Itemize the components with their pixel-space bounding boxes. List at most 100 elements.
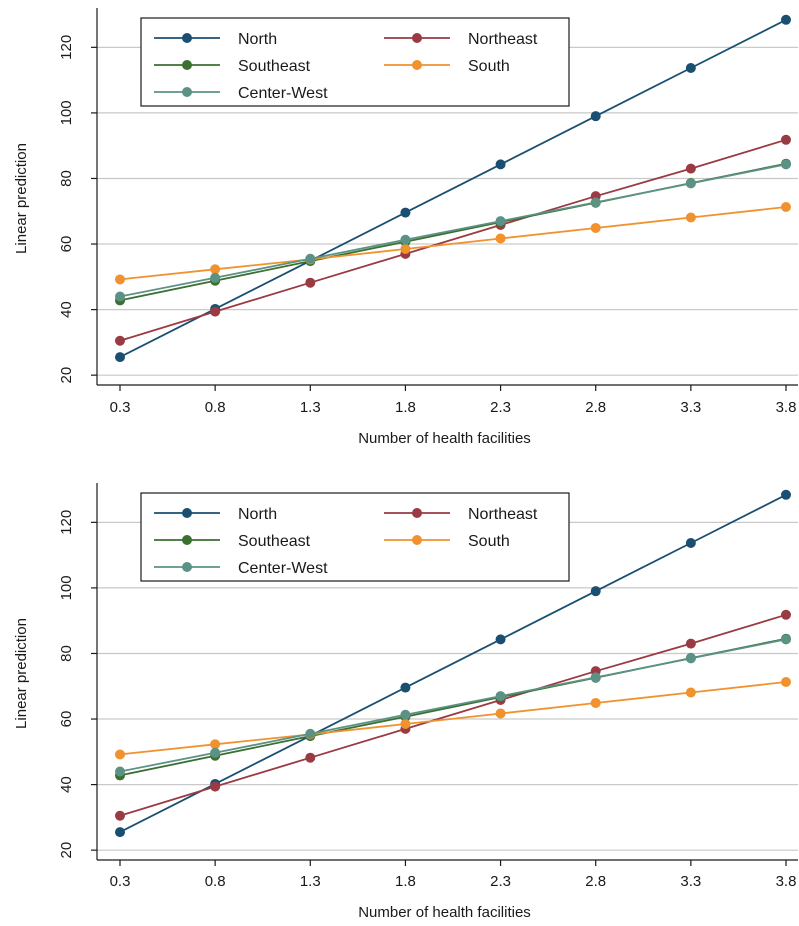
x-tick-label: 1.8 xyxy=(395,873,416,890)
x-tick-label: 2.3 xyxy=(490,873,511,890)
data-point xyxy=(400,718,411,729)
legend: North Northeast Southeast South Center-West xyxy=(140,17,570,107)
legend-item: Northeast xyxy=(384,506,538,523)
x-tick-label: 0.3 xyxy=(110,399,131,416)
data-point xyxy=(685,687,696,698)
series-center-west xyxy=(115,634,791,777)
x-tick-label: 3.3 xyxy=(680,399,701,416)
data-point xyxy=(685,537,696,548)
legend-marker xyxy=(182,535,192,545)
chart-panel-1: 20 40 60 80 100 120 0.3 0.8 1.3 1.8 2.3 2.8 3.3 3.8 Nu… xyxy=(13,8,798,447)
y-tick-label: 120 xyxy=(58,510,75,535)
data-point xyxy=(685,62,696,73)
legend-label: Southeast xyxy=(238,533,311,550)
series-center-west xyxy=(115,159,791,302)
data-point xyxy=(685,653,696,664)
legend-marker xyxy=(412,33,422,43)
y-tick-label: 20 xyxy=(58,842,75,859)
legend-label: South xyxy=(468,58,510,75)
x-tick-label: 0.3 xyxy=(110,873,131,890)
data-point xyxy=(305,253,316,264)
legend-item: Northeast xyxy=(384,31,538,48)
y-axis-title: Linear prediction xyxy=(13,618,30,729)
series-line xyxy=(119,18,787,358)
legend-marker xyxy=(182,508,192,518)
x-tick-label: 2.3 xyxy=(490,399,511,416)
data-point xyxy=(115,810,125,821)
data-point xyxy=(685,163,696,174)
legend-label: Center-West xyxy=(238,560,328,577)
x-tick-label: 1.8 xyxy=(395,399,416,416)
data-point xyxy=(781,201,791,212)
data-point xyxy=(590,672,601,683)
data-point xyxy=(115,291,125,302)
series-line xyxy=(119,163,787,298)
series-north xyxy=(115,489,791,838)
data-point xyxy=(115,749,125,760)
y-tick-label: 60 xyxy=(58,236,75,253)
data-point xyxy=(305,277,316,288)
x-tick-label: 3.3 xyxy=(680,873,701,890)
y-tick-label: 100 xyxy=(58,575,75,600)
data-point xyxy=(685,178,696,189)
legend-item: Center-West xyxy=(154,85,328,102)
legend-item: Center-West xyxy=(154,560,328,577)
series-south xyxy=(115,676,791,760)
y-tick-label: 60 xyxy=(58,711,75,728)
data-point xyxy=(495,634,506,645)
series-line xyxy=(119,138,787,342)
data-point xyxy=(210,264,221,275)
data-point xyxy=(781,134,791,145)
legend-label: North xyxy=(238,506,277,523)
legend-label: Northeast xyxy=(468,31,538,48)
data-point xyxy=(685,638,696,649)
legend-item: Southeast xyxy=(154,58,311,75)
legend-label: North xyxy=(238,31,277,48)
data-point xyxy=(495,159,506,170)
series-line xyxy=(119,493,787,833)
data-point xyxy=(781,489,791,500)
x-tick-label: 0.8 xyxy=(205,873,226,890)
legend-label: Northeast xyxy=(468,506,538,523)
data-point xyxy=(115,827,125,838)
x-tick-label: 2.8 xyxy=(585,399,606,416)
data-point xyxy=(495,708,506,719)
x-tick-label: 0.8 xyxy=(205,399,226,416)
data-point xyxy=(115,352,125,363)
series-line xyxy=(119,206,787,281)
legend-item: Southeast xyxy=(154,533,311,550)
x-tick-label: 1.3 xyxy=(300,399,321,416)
data-point xyxy=(210,739,221,750)
data-point xyxy=(115,766,125,777)
x-tick-label: 3.8 xyxy=(776,873,797,890)
data-point xyxy=(210,747,221,758)
series-northeast xyxy=(115,134,791,346)
data-point xyxy=(590,222,601,233)
data-point xyxy=(781,676,791,687)
y-tick-label: 40 xyxy=(58,776,75,793)
data-point xyxy=(781,14,791,25)
x-axis-title: Number of health facilities xyxy=(358,904,531,921)
data-point xyxy=(400,234,411,245)
data-point xyxy=(210,781,221,792)
y-tick-label: 40 xyxy=(58,301,75,318)
data-point xyxy=(495,233,506,244)
data-point xyxy=(210,272,221,283)
data-point xyxy=(115,274,125,285)
y-axis-title: Linear prediction xyxy=(13,143,30,254)
data-point xyxy=(781,634,791,645)
legend-marker xyxy=(182,60,192,70)
data-point xyxy=(305,728,316,739)
legend-item: North xyxy=(154,31,277,48)
series-south xyxy=(115,201,791,285)
data-point xyxy=(400,207,411,218)
series-line xyxy=(119,638,787,773)
data-point xyxy=(781,609,791,620)
legend-label: Southeast xyxy=(238,58,311,75)
data-point xyxy=(590,586,601,597)
data-point xyxy=(400,709,411,720)
legend-marker xyxy=(182,562,192,572)
chart-panel-2: 20 40 60 80 100 120 0.3 0.8 1.3 1.8 2.3 2.8 3.3 3.8 Nu… xyxy=(13,483,798,921)
